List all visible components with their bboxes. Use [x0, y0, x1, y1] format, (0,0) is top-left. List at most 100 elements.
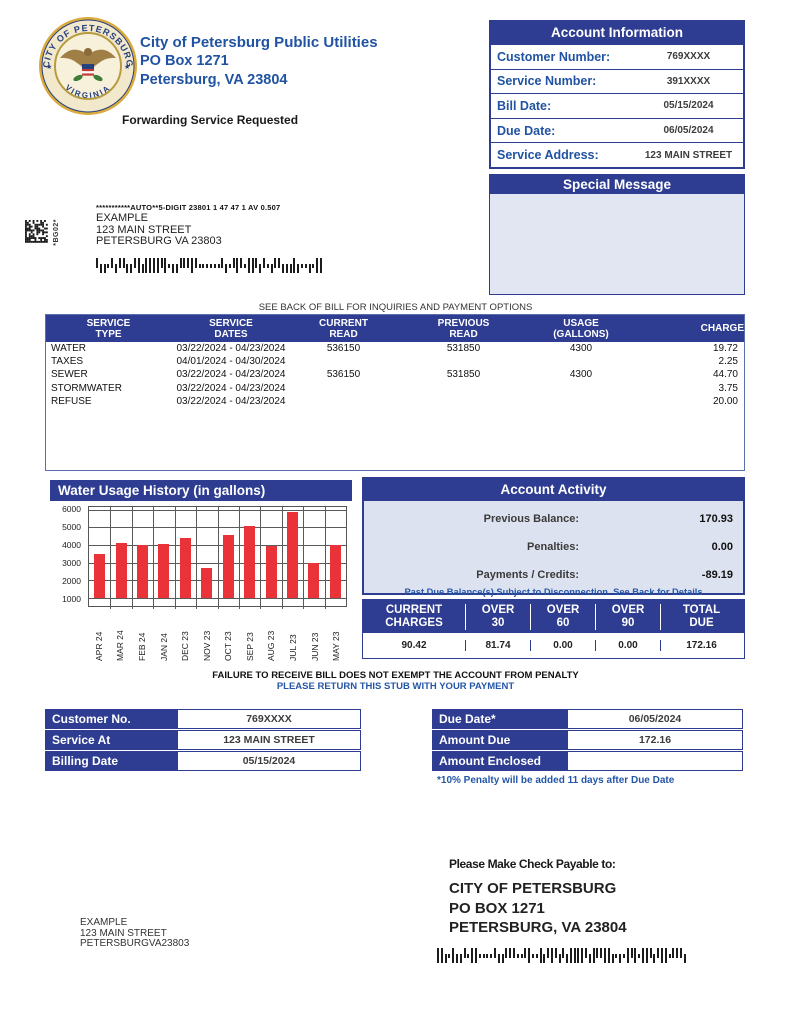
account-info-value: 123 MAIN STREET: [644, 149, 733, 161]
barcode-bar: [171, 263, 174, 273]
company-city-state: Petersburg, VA 23804: [140, 72, 288, 88]
gridline: [324, 507, 326, 609]
aging-value-cell: 90.42: [401, 640, 427, 651]
barcode-bar: [463, 948, 466, 958]
barcode-bar: [221, 258, 224, 268]
check-payable-label: Please Make Check Payable to:: [449, 857, 616, 871]
stub-label: Due Date*: [432, 709, 567, 729]
barcode-bar: [516, 953, 519, 958]
stub-row: Billing Date 05/15/2024: [45, 751, 361, 771]
barcode-bar: [581, 948, 584, 963]
barcode-bar: [289, 263, 292, 273]
barcode-bar: [213, 263, 216, 268]
x-tick-text: APR 24: [93, 631, 104, 661]
barcode-bar: [266, 263, 269, 268]
account-activity-label: Penalties:: [527, 541, 579, 553]
gridline: [281, 507, 283, 609]
account-info-value: 06/05/2024: [663, 125, 714, 137]
barcode-bar: [486, 953, 489, 958]
barcode-bar: [676, 948, 679, 958]
intelligent-mail-barcode-bottom: [437, 948, 686, 963]
barcode-bar: [244, 263, 247, 268]
stub-row: Amount Enclosed: [432, 751, 743, 771]
barcode-bar: [304, 263, 307, 268]
barcode-bar: [547, 948, 550, 958]
services-cell: SEWER: [51, 369, 88, 381]
account-activity-row: Payments / Credits: -89.19: [364, 561, 743, 589]
eagle-icon: [60, 49, 116, 76]
x-tick-text: OCT 23: [223, 631, 234, 661]
account-activity-value: -89.19: [701, 569, 733, 581]
barcode-bar: [217, 263, 220, 268]
account-info-label: Customer Number:: [497, 49, 611, 64]
barcode-bar: [160, 258, 163, 268]
aging-header-cell: OVER 90: [595, 603, 660, 630]
gridline: [303, 507, 305, 609]
past-due-notice: Past Due Balance(s) Subject to Disconnec…: [404, 587, 703, 597]
gridline: [217, 507, 219, 609]
barcode-bar: [452, 948, 455, 963]
barcode-bar: [630, 948, 633, 958]
account-activity-rows: Previous Balance: 170.93 Penalties: 0.00 Pay…: [364, 500, 743, 593]
account-info-row: Service Address: 123 MAIN STREET: [491, 142, 743, 167]
account-activity-label: Payments / Credits:: [476, 569, 579, 581]
barcode-bar: [478, 953, 481, 958]
usage-bar: [308, 562, 320, 599]
services-cell: REFUSE: [51, 395, 92, 407]
barcode-bar: [680, 948, 682, 958]
services-table-row: STORMWATER 03/22/2024 - 04/23/2024 3.75: [46, 382, 744, 395]
x-tick-label: MAR 24: [114, 611, 126, 661]
aging-table: CURRENT CHARGES OVER 30 OVER 60 OVER 90 TOTAL DUE…: [362, 599, 745, 659]
mail-meta-line: ***********AUTO**5-DIGIT 23801 1 47 47 1…: [96, 203, 281, 212]
x-tick-label: APR 24: [93, 611, 105, 661]
services-cell: 531850: [446, 343, 481, 354]
services-cell: 20.00: [712, 395, 738, 407]
barcode-bar: [607, 948, 610, 963]
stub-value: 769XXXX: [177, 709, 361, 729]
services-cell: 531850: [446, 369, 481, 381]
aging-header-cell: TOTAL DUE: [660, 603, 742, 630]
barcode-bar: [471, 948, 474, 963]
barcode-bar: [259, 263, 262, 273]
barcode-bar: [179, 258, 182, 268]
barcode-bar: [448, 953, 451, 958]
intelligent-mail-barcode-top: [96, 258, 323, 273]
x-tick-text: MAR 24: [115, 630, 126, 661]
special-message-title: Special Message: [490, 175, 744, 194]
x-tick-text: SEP 23: [244, 632, 255, 661]
stub-row: Due Date* 06/05/2024: [432, 709, 743, 729]
barcode-bar: [554, 948, 557, 958]
barcode-bar: [96, 258, 98, 268]
barcode-bar: [645, 948, 648, 963]
usage-bar: [265, 545, 277, 599]
barcode-bar: [577, 948, 580, 963]
barcode-bar: [301, 263, 304, 268]
y-tick-label: 4000: [62, 539, 81, 550]
barcode-bar: [247, 258, 250, 273]
services-cell: 3.75: [718, 382, 738, 394]
services-cell: 4300: [569, 343, 593, 354]
barcode-bar: [596, 948, 599, 958]
barcode-bar: [459, 953, 462, 963]
barcode-bar: [604, 948, 607, 963]
account-info-rows: Customer Number: 769XXXX Service Number: 39…: [491, 44, 743, 167]
barcode-bar: [619, 953, 622, 963]
barcode-bar: [573, 948, 576, 963]
barcode-bar: [520, 953, 523, 958]
barcode-bar: [183, 258, 186, 268]
services-header-cell: CURRENT READ: [319, 317, 368, 340]
penalty-note: *10% Penalty will be added 11 days after…: [437, 775, 675, 786]
chart-x-axis-labels: APR 24 MAR 24 FEB 24 JAN 24 DEC 23 NOV 23 OCT …: [88, 611, 347, 661]
barcode-bar: [190, 258, 193, 273]
special-message-box: Special Message: [489, 174, 745, 295]
x-tick-text: JUN 23: [309, 632, 320, 661]
stub-label: Amount Due: [432, 730, 567, 750]
barcode-bar: [543, 953, 546, 963]
barcode-bar: [505, 948, 508, 958]
services-table: SERVICE TYPE SERVICE DATES CURRENT READ PREVIO…: [45, 314, 745, 471]
services-cell: 4300: [569, 369, 593, 381]
barcode-bar: [444, 953, 447, 963]
barcode-bar: [600, 948, 603, 958]
barcode-bar: [664, 948, 667, 963]
payee-address: CITY OF PETERSBURG PO BOX 1271 PETERSBUR…: [449, 880, 627, 936]
